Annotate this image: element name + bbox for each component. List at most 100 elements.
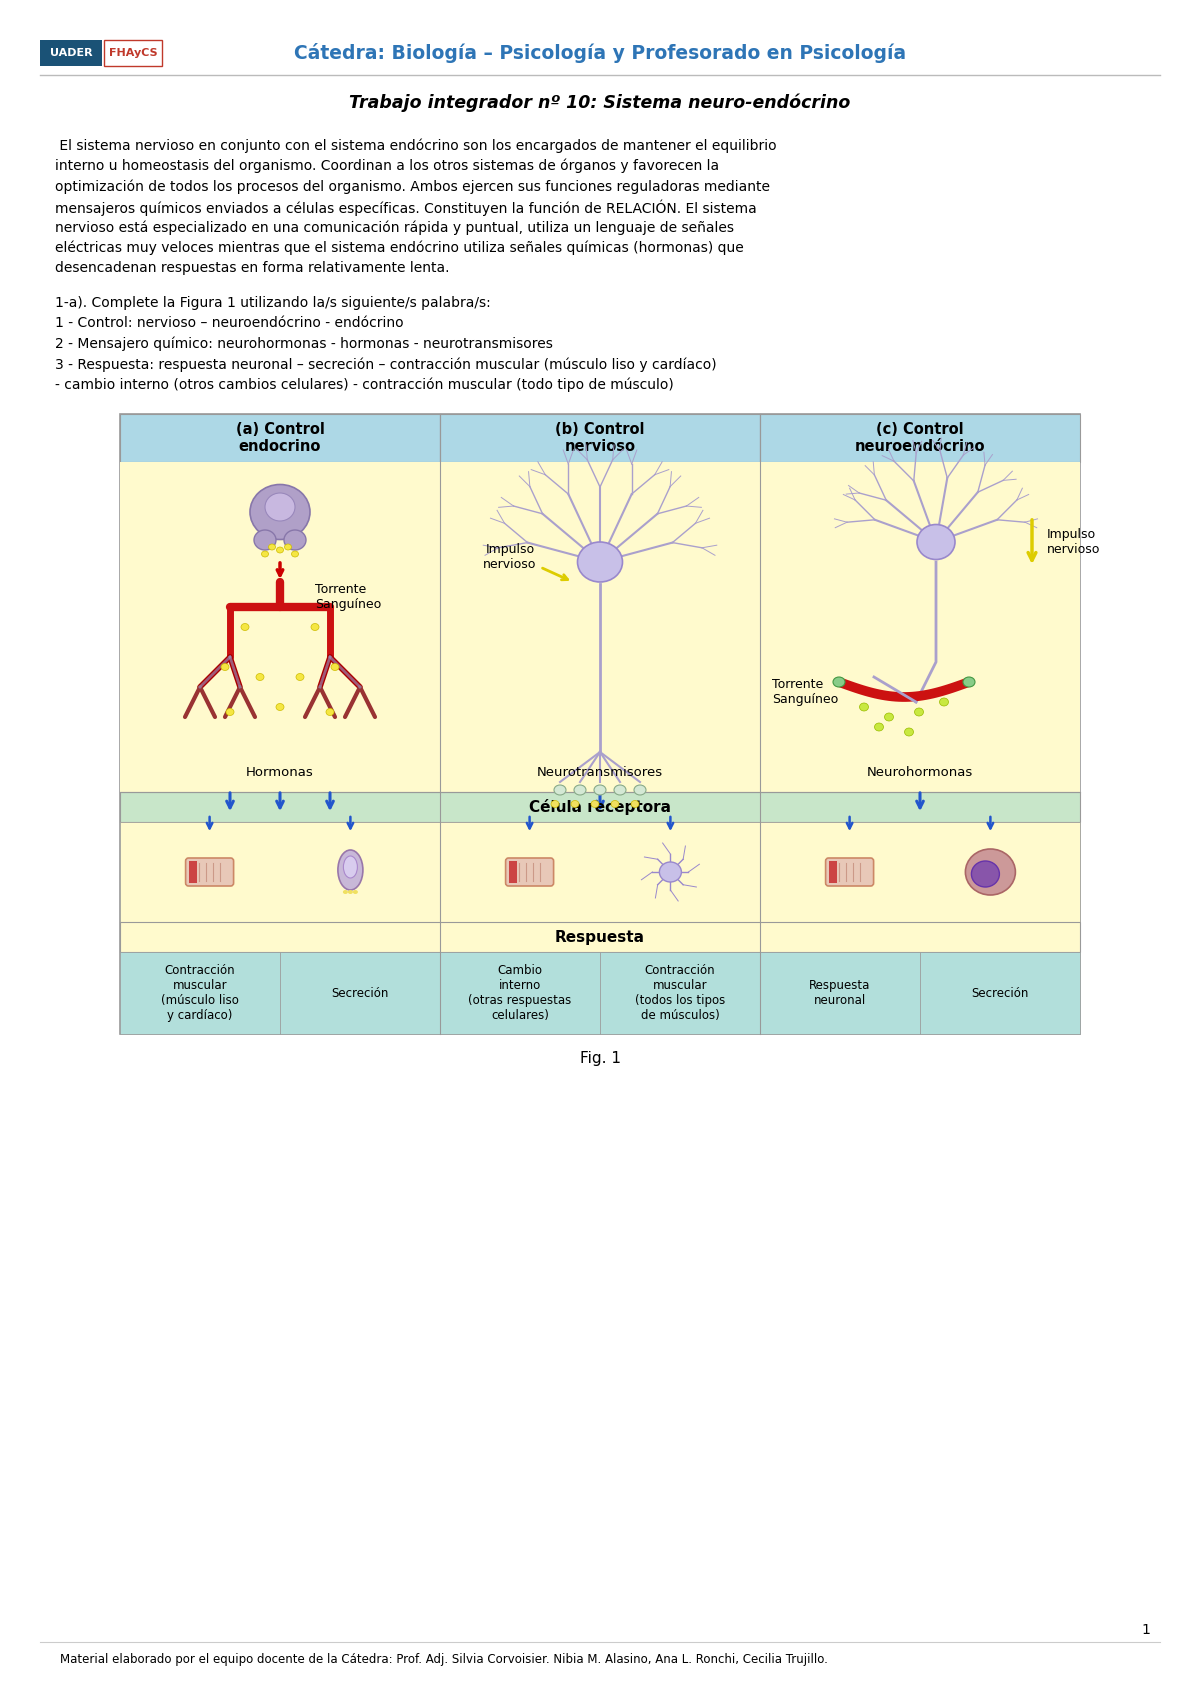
Ellipse shape <box>338 851 362 890</box>
Ellipse shape <box>353 890 358 895</box>
Text: Torrente
Sanguíneo: Torrente Sanguíneo <box>314 582 382 611</box>
Ellipse shape <box>634 784 646 795</box>
Bar <box>440 414 760 462</box>
Text: interno u homeostasis del organismo. Coordinan a los otros sistemas de órganos y: interno u homeostasis del organismo. Coo… <box>55 158 719 173</box>
Text: mensajeros químicos enviados a células específicas. Constituyen la función de RE: mensajeros químicos enviados a células e… <box>55 199 757 216</box>
Text: nervioso está especializado en una comunicación rápida y puntual, utiliza un len: nervioso está especializado en una comun… <box>55 221 734 234</box>
Text: Hormonas: Hormonas <box>246 766 314 778</box>
Ellipse shape <box>917 525 955 560</box>
Text: FHAyCS: FHAyCS <box>109 48 157 58</box>
Text: Neurotransmisores: Neurotransmisores <box>536 766 664 778</box>
Text: UADER: UADER <box>49 48 92 58</box>
Text: Célula receptora: Célula receptora <box>529 800 671 815</box>
Text: (c) Control
neuroendócrino: (c) Control neuroendócrino <box>854 421 985 453</box>
Bar <box>440 462 760 791</box>
Ellipse shape <box>262 550 269 557</box>
Bar <box>104 41 162 66</box>
Text: (a) Control
endocrino: (a) Control endocrino <box>235 421 324 453</box>
Ellipse shape <box>250 484 310 540</box>
Bar <box>120 414 440 462</box>
Bar <box>440 953 600 1034</box>
Text: Fig. 1: Fig. 1 <box>580 1051 620 1066</box>
Ellipse shape <box>226 708 234 715</box>
Ellipse shape <box>343 890 348 895</box>
Ellipse shape <box>326 708 334 715</box>
Ellipse shape <box>331 664 340 671</box>
Ellipse shape <box>256 674 264 681</box>
Text: eléctricas muy veloces mientras que el sistema endócrino utiliza señales química: eléctricas muy veloces mientras que el s… <box>55 241 744 255</box>
Bar <box>120 462 440 791</box>
FancyBboxPatch shape <box>186 857 234 886</box>
Ellipse shape <box>296 674 304 681</box>
Text: optimización de todos los procesos del organismo. Ambos ejercen sus funciones re: optimización de todos los procesos del o… <box>55 178 770 194</box>
Text: Cátedra: Biología – Psicología y Profesorado en Psicología: Cátedra: Biología – Psicología y Profeso… <box>294 42 906 63</box>
Bar <box>440 822 760 922</box>
Ellipse shape <box>221 664 229 671</box>
Ellipse shape <box>631 800 640 808</box>
Ellipse shape <box>241 623 250 630</box>
Ellipse shape <box>571 800 580 808</box>
Text: 1: 1 <box>1141 1623 1150 1637</box>
Bar <box>188 861 197 883</box>
Text: Secreción: Secreción <box>331 987 389 1000</box>
Ellipse shape <box>551 800 559 808</box>
Ellipse shape <box>964 678 974 688</box>
Ellipse shape <box>276 547 283 554</box>
Ellipse shape <box>594 784 606 795</box>
Text: Torrente
Sanguíneo: Torrente Sanguíneo <box>772 678 839 706</box>
Ellipse shape <box>905 728 913 735</box>
Ellipse shape <box>592 800 599 808</box>
Ellipse shape <box>833 678 845 688</box>
Ellipse shape <box>577 542 623 582</box>
Text: Impulso
nervioso: Impulso nervioso <box>484 543 536 571</box>
Ellipse shape <box>859 703 869 711</box>
Bar <box>760 953 920 1034</box>
Ellipse shape <box>276 703 284 710</box>
Text: (b) Control
nervioso: (b) Control nervioso <box>556 421 644 453</box>
Bar <box>40 41 102 66</box>
Text: - cambio interno (otros cambios celulares) - contracción muscular (todo tipo de : - cambio interno (otros cambios celulare… <box>55 377 673 392</box>
Ellipse shape <box>292 550 299 557</box>
Ellipse shape <box>269 543 276 550</box>
Text: Trabajo integrador nº 10: Sistema neuro-endócrino: Trabajo integrador nº 10: Sistema neuro-… <box>349 93 851 112</box>
Text: Contracción
muscular
(músculo liso
y cardíaco): Contracción muscular (músculo liso y car… <box>161 964 239 1022</box>
Text: Material elaborado por el equipo docente de la Cátedra: Prof. Adj. Silvia Corvoi: Material elaborado por el equipo docente… <box>60 1654 828 1666</box>
Ellipse shape <box>284 530 306 550</box>
Ellipse shape <box>254 530 276 550</box>
Ellipse shape <box>940 698 948 706</box>
Text: Cambio
interno
(otras respuestas
celulares): Cambio interno (otras respuestas celular… <box>468 964 571 1022</box>
Ellipse shape <box>343 856 358 878</box>
Ellipse shape <box>311 623 319 630</box>
Ellipse shape <box>348 890 353 895</box>
Bar <box>120 953 280 1034</box>
Ellipse shape <box>614 784 626 795</box>
Ellipse shape <box>884 713 894 722</box>
Text: 1 - Control: nervioso – neuroendócrino - endócrino: 1 - Control: nervioso – neuroendócrino -… <box>55 316 403 329</box>
Ellipse shape <box>875 723 883 732</box>
Bar <box>829 861 836 883</box>
Ellipse shape <box>554 784 566 795</box>
Text: Neurohormonas: Neurohormonas <box>866 766 973 778</box>
Bar <box>920 953 1080 1034</box>
Text: Respuesta: Respuesta <box>554 929 646 944</box>
Ellipse shape <box>284 543 292 550</box>
Bar <box>120 791 1080 822</box>
Text: Secreción: Secreción <box>971 987 1028 1000</box>
Bar <box>280 953 440 1034</box>
Text: Impulso
nervioso: Impulso nervioso <box>1046 528 1100 555</box>
Text: Contracción
muscular
(todos los tipos
de músculos): Contracción muscular (todos los tipos de… <box>635 964 725 1022</box>
Ellipse shape <box>574 784 586 795</box>
Ellipse shape <box>972 861 1000 886</box>
Ellipse shape <box>965 849 1015 895</box>
Bar <box>600 953 760 1034</box>
Ellipse shape <box>660 863 682 881</box>
Bar <box>760 822 1080 922</box>
Bar <box>509 861 517 883</box>
Bar <box>760 414 1080 462</box>
Ellipse shape <box>914 708 924 717</box>
Text: El sistema nervioso en conjunto con el sistema endócrino son los encargados de m: El sistema nervioso en conjunto con el s… <box>55 138 776 153</box>
FancyBboxPatch shape <box>505 857 553 886</box>
Text: Respuesta
neuronal: Respuesta neuronal <box>809 980 871 1007</box>
Ellipse shape <box>265 492 295 521</box>
Text: 1-a). Complete la Figura 1 utilizando la/s siguiente/s palabra/s:: 1-a). Complete la Figura 1 utilizando la… <box>55 295 491 309</box>
